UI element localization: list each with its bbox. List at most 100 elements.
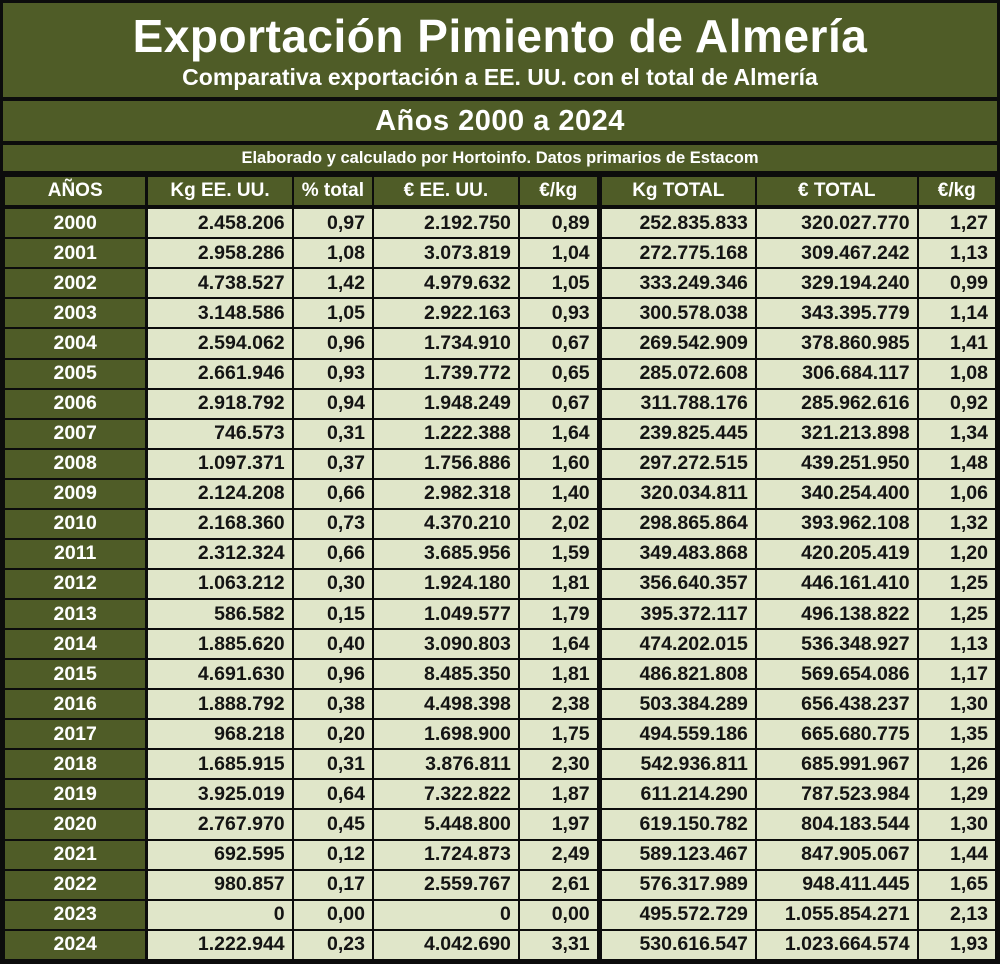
row-year: 2005 bbox=[3, 357, 148, 390]
table-row: 2004 2.594.062 0,96 1.734.910 0,67 269.542.90… bbox=[3, 327, 998, 360]
credit-label: Elaborado y calculado por Hortoinfo. Dat… bbox=[241, 148, 759, 167]
row-year: 2021 bbox=[3, 838, 148, 871]
table-cell: 746.573 bbox=[145, 417, 294, 450]
table-cell: 3.876.811 bbox=[372, 748, 520, 781]
table-cell: 1,05 bbox=[291, 297, 375, 330]
row-year: 2011 bbox=[3, 537, 148, 570]
table-cell: 0,00 bbox=[291, 898, 375, 931]
table-row: 2022 980.857 0,17 2.559.767 2,61 576.317.989 9… bbox=[3, 868, 998, 901]
table-header: AÑOS Kg EE. UU.% total € EE. UU. €/kg Kg TOT… bbox=[3, 175, 998, 209]
table-cell: 2,49 bbox=[517, 838, 601, 871]
row-year: 2002 bbox=[3, 267, 148, 300]
row-year: 2019 bbox=[3, 778, 148, 811]
row-year: 2022 bbox=[3, 868, 148, 901]
table-cell: 8.485.350 bbox=[372, 658, 520, 691]
table-cell: 2.918.792 bbox=[145, 387, 294, 420]
table-cell: 0,37 bbox=[291, 447, 375, 480]
table-cell: 1.756.886 bbox=[372, 447, 520, 480]
table-cell: 1,87 bbox=[517, 778, 601, 811]
table-cell: 665.680.775 bbox=[754, 718, 919, 751]
table-row: 2015 4.691.630 0,96 8.485.350 1,81 486.821.80… bbox=[3, 658, 998, 691]
table-cell: 2,30 bbox=[517, 748, 601, 781]
table-cell: 0,31 bbox=[291, 748, 375, 781]
table-cell: 1,32 bbox=[916, 507, 998, 540]
table-cell: 494.559.186 bbox=[596, 718, 757, 751]
table-cell: 395.372.117 bbox=[596, 598, 757, 631]
column-header-kg: €/kg bbox=[916, 175, 998, 209]
table-cell: 285.962.616 bbox=[754, 387, 919, 420]
table-cell: 1,41 bbox=[916, 327, 998, 360]
row-year: 2013 bbox=[3, 598, 148, 631]
table-cell: 439.251.950 bbox=[754, 447, 919, 480]
table-cell: 0,64 bbox=[291, 778, 375, 811]
table-cell: 0,67 bbox=[517, 387, 601, 420]
table-cell: 2.192.750 bbox=[372, 205, 520, 240]
table-cell: 0,92 bbox=[916, 387, 998, 420]
table-cell: 0,94 bbox=[291, 387, 375, 420]
period-band: Años 2000 a 2024 bbox=[3, 101, 997, 145]
table-cell: 2.168.360 bbox=[145, 507, 294, 540]
table-cell: 0,23 bbox=[291, 928, 375, 962]
row-year: 2008 bbox=[3, 447, 148, 480]
table-cell: 656.438.237 bbox=[754, 688, 919, 721]
table-cell: 1.049.577 bbox=[372, 598, 520, 631]
table-cell: 1,14 bbox=[916, 297, 998, 330]
table-cell: 2,38 bbox=[517, 688, 601, 721]
table-cell: 3.073.819 bbox=[372, 237, 520, 270]
table-cell: 1,13 bbox=[916, 628, 998, 661]
page-title: Exportación Pimiento de Almería bbox=[132, 9, 868, 62]
table-cell: 321.213.898 bbox=[754, 417, 919, 450]
table-cell: 285.072.608 bbox=[596, 357, 757, 390]
table-cell: 496.138.822 bbox=[754, 598, 919, 631]
table-cell: 474.202.015 bbox=[596, 628, 757, 661]
column-header-ee-uu: € EE. UU. bbox=[372, 175, 520, 209]
table-cell: 378.860.985 bbox=[754, 327, 919, 360]
table-cell: 1.063.212 bbox=[145, 567, 294, 601]
table-cell: 269.542.909 bbox=[596, 327, 757, 360]
table-cell: 0,17 bbox=[291, 868, 375, 901]
table-cell: 0,73 bbox=[291, 507, 375, 540]
table-cell: 0,93 bbox=[291, 357, 375, 390]
table-cell: 0,31 bbox=[291, 417, 375, 450]
table-row: 2008 1.097.371 0,37 1.756.886 1,60 297.272.51… bbox=[3, 447, 998, 480]
table-row: 2007 746.573 0,31 1.222.388 1,64 239.825.445 3… bbox=[3, 417, 998, 450]
table-cell: 239.825.445 bbox=[596, 417, 757, 450]
table-cell: 0,93 bbox=[517, 297, 601, 330]
table-cell: 420.205.419 bbox=[754, 537, 919, 570]
table-cell: 446.161.410 bbox=[754, 567, 919, 601]
table-cell: 1,35 bbox=[916, 718, 998, 751]
table-cell: 1.097.371 bbox=[145, 447, 294, 480]
table-row: 2003 3.148.586 1,05 2.922.163 0,93 300.578.03… bbox=[3, 297, 998, 330]
table-cell: 1,75 bbox=[517, 718, 601, 751]
table-row: 2021 692.595 0,12 1.724.873 2,49 589.123.467 8… bbox=[3, 838, 998, 871]
table-cell: 309.467.242 bbox=[754, 237, 919, 270]
row-year: 2014 bbox=[3, 628, 148, 661]
table-cell: 333.249.346 bbox=[596, 267, 757, 300]
table-cell: 1.685.915 bbox=[145, 748, 294, 781]
table-cell: 1,13 bbox=[916, 237, 998, 270]
table-cell: 0,66 bbox=[291, 477, 375, 510]
table-cell: 4.691.630 bbox=[145, 658, 294, 691]
column-header-kg: €/kg bbox=[517, 175, 601, 209]
row-year: 2017 bbox=[3, 718, 148, 751]
table-cell: 1.948.249 bbox=[372, 387, 520, 420]
table-cell: 0,67 bbox=[517, 327, 601, 360]
table-cell: 1,27 bbox=[916, 205, 998, 240]
table-cell: 340.254.400 bbox=[754, 477, 919, 510]
table-cell: 0,15 bbox=[291, 598, 375, 631]
table-cell: 1.222.944 bbox=[145, 928, 294, 962]
table-cell: 343.395.779 bbox=[754, 297, 919, 330]
table-cell: 1,81 bbox=[517, 567, 601, 601]
table-cell: 2.559.767 bbox=[372, 868, 520, 901]
column-header-total: € TOTAL bbox=[754, 175, 919, 209]
table-cell: 1,29 bbox=[916, 778, 998, 811]
table-cell: 692.595 bbox=[145, 838, 294, 871]
table-cell: 0,12 bbox=[291, 838, 375, 871]
table-cell: 1,30 bbox=[916, 808, 998, 841]
table-cell: 1,93 bbox=[916, 928, 998, 962]
column-header-a-os: AÑOS bbox=[3, 175, 148, 209]
row-year: 2007 bbox=[3, 417, 148, 450]
table-cell: 4.498.398 bbox=[372, 688, 520, 721]
table-cell: 1,08 bbox=[916, 357, 998, 390]
